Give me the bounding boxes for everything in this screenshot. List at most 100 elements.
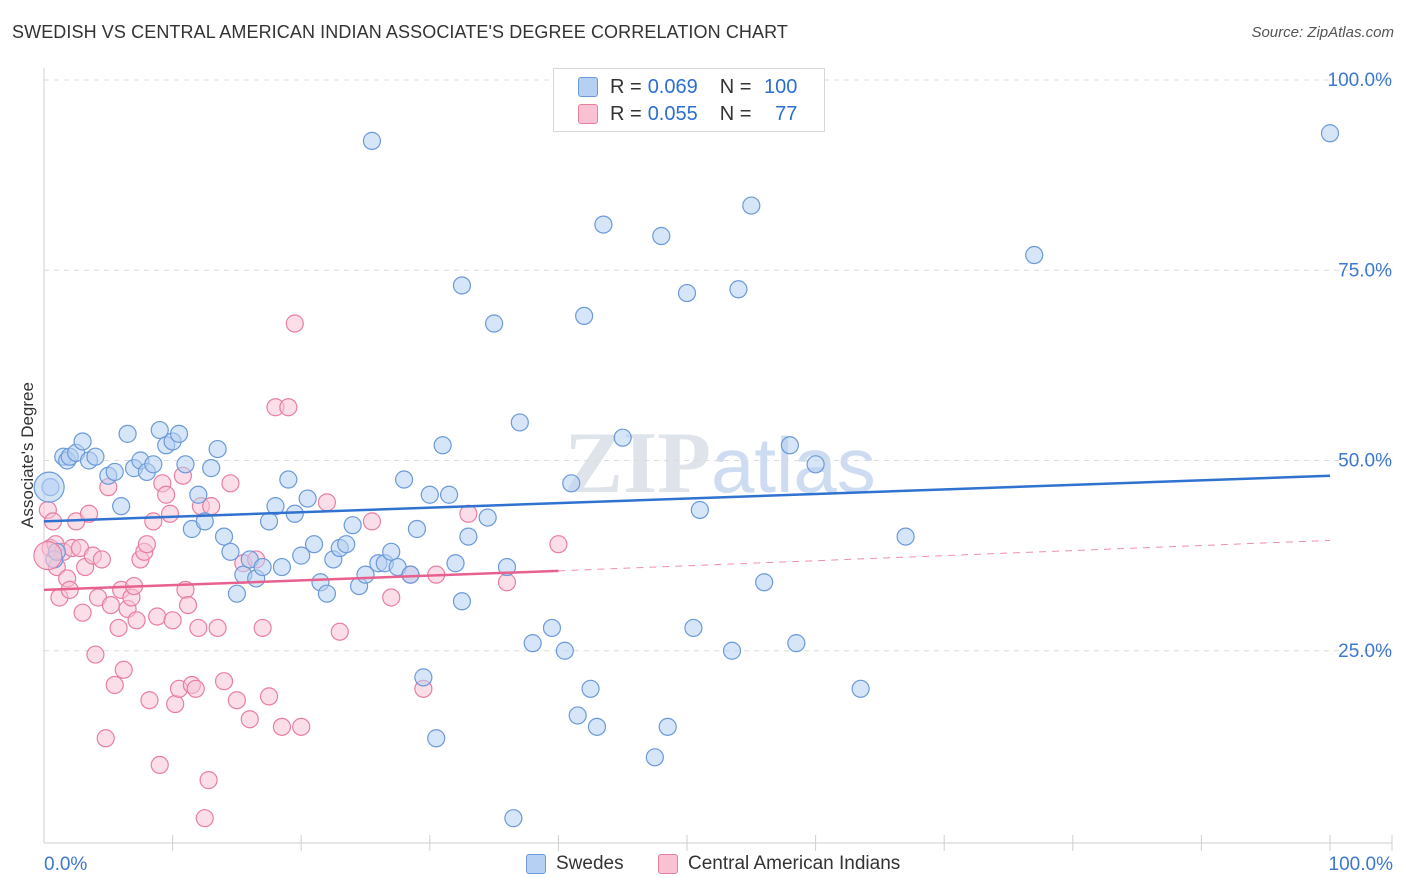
swedes-point — [433, 436, 452, 455]
swedes-point — [33, 471, 65, 503]
central-american-indians-point — [362, 512, 382, 531]
central-american-indians-point — [186, 679, 205, 698]
swedes-point — [304, 535, 324, 554]
central-american-indians-point — [330, 622, 349, 641]
swedes-point — [427, 729, 446, 748]
bottom-legend-central-american-indians: Central American Indians — [658, 852, 900, 876]
central-american-indians-point — [382, 588, 401, 607]
r-label: R = — [610, 102, 642, 125]
chart-title: SWEDISH VS CENTRAL AMERICAN INDIAN ASSOC… — [12, 22, 789, 42]
swedes-trend-line — [43, 474, 1331, 523]
central-american-indians-point — [109, 618, 128, 638]
swedes-point — [896, 527, 915, 546]
central-american-indians-point — [292, 717, 311, 736]
central-american-indians-swatch — [578, 104, 598, 124]
swedes-point — [105, 462, 124, 482]
swedes-point — [221, 542, 240, 561]
central-american-indians-point — [549, 535, 568, 554]
y-tick-label: 25.0% — [1338, 641, 1392, 662]
central-american-indians-point — [96, 729, 115, 748]
swedes-point — [272, 557, 292, 577]
swedes-point — [343, 516, 362, 535]
source-label: Source: ZipAtlas.com — [1251, 24, 1394, 41]
legend-row-swedes: R = 0.069 N = 100 — [578, 75, 797, 99]
swedes-point — [562, 474, 581, 493]
swedes-point — [478, 508, 497, 527]
swedes-point — [780, 436, 799, 455]
y-tick-label: 50.0% — [1338, 451, 1392, 472]
swedes-point — [176, 455, 195, 474]
swedes-point — [439, 485, 459, 504]
swedes-point — [587, 717, 607, 736]
central-american-indians-point — [86, 645, 105, 664]
swedes-point — [742, 196, 761, 215]
central-american-indians-point — [227, 691, 246, 710]
central-american-indians-point — [144, 512, 163, 531]
swedes-point — [690, 500, 709, 520]
n-value: 100 — [764, 75, 798, 98]
swedes-point — [645, 748, 664, 767]
swedes-point — [658, 717, 677, 736]
r-value: 0.055 — [647, 102, 698, 125]
swedes-legend-swatch — [526, 854, 546, 874]
swedes-point — [414, 668, 433, 687]
stats-legend: R = 0.069 N = 100 R = 0.055 N = 77 — [553, 68, 825, 132]
swedes-point — [337, 535, 356, 554]
swedes-point — [459, 527, 478, 546]
swedes-point — [202, 459, 221, 478]
bottom-legend-swedes: Swedes — [526, 852, 624, 876]
central-american-indians-point — [240, 710, 259, 729]
swedes-point — [452, 592, 472, 611]
n-value: 77 — [775, 102, 798, 125]
swedes-point — [755, 573, 774, 592]
swedes-point — [729, 280, 748, 299]
swedes-point — [259, 512, 279, 531]
central-american-indians-point — [150, 755, 169, 775]
swedes-point — [86, 447, 105, 466]
central-american-indians-point — [33, 541, 63, 571]
swedes-point — [452, 276, 472, 295]
central-american-indians-point — [114, 660, 133, 679]
central-american-indians-point — [189, 618, 208, 638]
y-tick-label: 75.0% — [1338, 260, 1392, 281]
central-american-indians-point — [208, 618, 227, 638]
central-american-indians-point — [279, 398, 298, 417]
swedes-point — [677, 283, 697, 303]
swedes-point — [485, 314, 504, 333]
swedes-point — [401, 565, 420, 584]
swedes-point — [317, 584, 337, 603]
central-american-indians-points — [38, 314, 568, 828]
swedes-point — [555, 641, 574, 660]
central-american-indians-point — [79, 504, 99, 523]
central-american-indians-point — [160, 504, 180, 523]
central-american-indians-point — [157, 485, 176, 504]
swedes-point — [575, 306, 594, 326]
x-tick-label: 100.0% — [1329, 854, 1394, 875]
swedes-point — [806, 455, 825, 474]
watermark: ZIPatlas — [564, 415, 875, 512]
swedes-point — [523, 634, 542, 653]
watermark-zip: ZIP — [564, 415, 711, 512]
central-american-indians-point — [73, 603, 92, 622]
central-american-indians-point — [253, 618, 272, 638]
n-label: N = — [719, 102, 752, 125]
swedes-point — [568, 706, 587, 725]
swedes-point — [214, 527, 234, 546]
central-american-indians-point — [166, 694, 185, 714]
swedes-legend-label: Swedes — [556, 853, 624, 874]
swedes-point — [112, 497, 131, 516]
swedes-swatch — [578, 77, 598, 97]
central-american-indians-point — [178, 595, 198, 615]
swedes-point — [542, 618, 562, 638]
central-american-indians-point — [317, 493, 337, 512]
n-label: N = — [719, 75, 752, 98]
central-american-indians-point — [259, 687, 279, 706]
legend-row-central-american-indians: R = 0.055 N = 77 — [578, 102, 797, 126]
central-american-indians-point — [272, 717, 292, 736]
swedes-point — [1025, 245, 1044, 265]
swedes-point — [253, 557, 272, 577]
swedes-point — [497, 557, 517, 577]
central-american-indians-point — [140, 691, 159, 710]
swedes-point — [208, 439, 227, 459]
